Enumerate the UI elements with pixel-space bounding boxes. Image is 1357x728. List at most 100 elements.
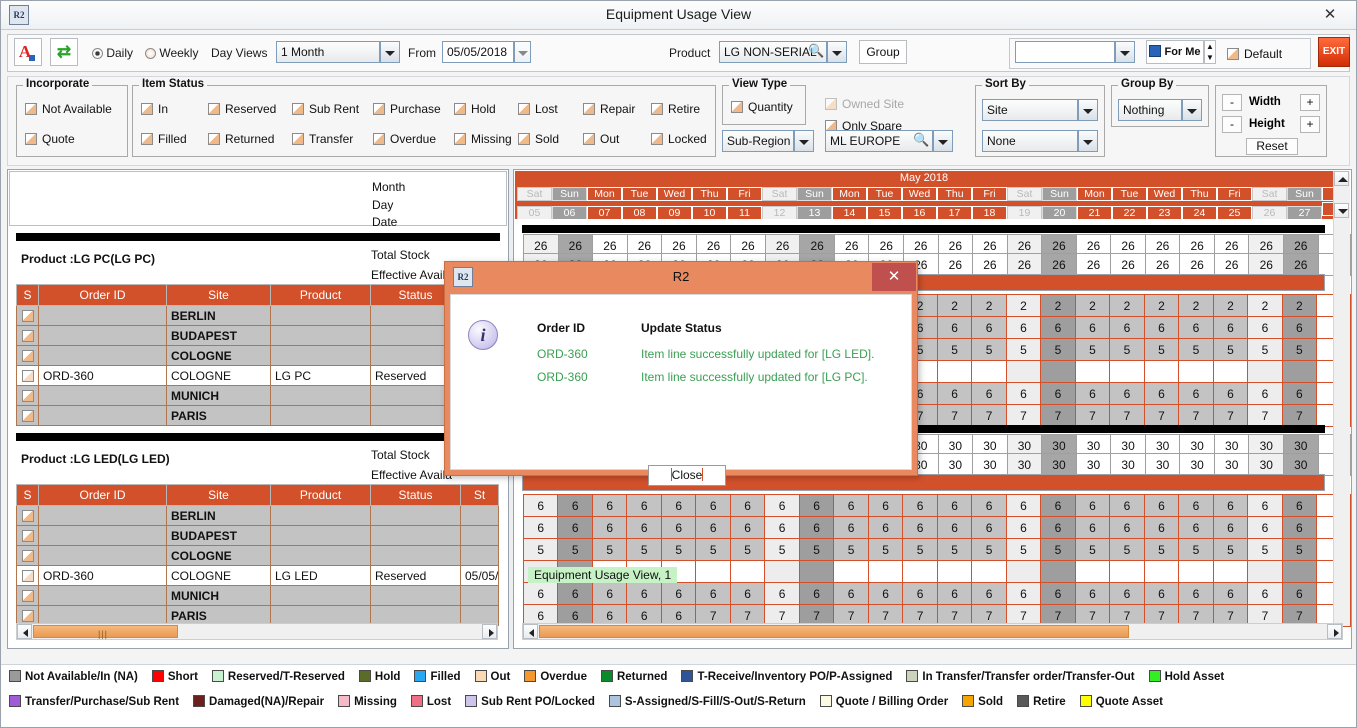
timeline-cell[interactable]: 26: [695, 234, 732, 257]
checkbox-retire[interactable]: Retire: [651, 102, 700, 116]
day-views-select-arrow[interactable]: [380, 41, 400, 63]
refresh-button[interactable]: ⇄: [50, 38, 78, 66]
checkbox-quantity[interactable]: Quantity: [731, 100, 793, 114]
timeline-cell[interactable]: [1212, 560, 1249, 583]
timeline-cell[interactable]: 26: [764, 234, 801, 257]
col-status[interactable]: Status: [370, 284, 461, 306]
row-select-checkbox[interactable]: [16, 365, 39, 386]
table-row[interactable]: MUNICH: [16, 385, 499, 406]
timeline-cell[interactable]: 26: [1179, 253, 1215, 276]
timeline-cell[interactable]: [695, 560, 731, 583]
timeline-cell[interactable]: 7: [1005, 604, 1042, 627]
timeline-cell[interactable]: 6: [1247, 316, 1283, 339]
timeline-cell[interactable]: [1281, 560, 1318, 583]
timeline-cell[interactable]: 6: [1281, 316, 1318, 339]
timeline-cell[interactable]: 26: [523, 234, 559, 257]
calendar-date-cell[interactable]: 20: [1042, 206, 1077, 219]
timeline-cell[interactable]: 5: [1040, 338, 1076, 361]
layout-select-arrow[interactable]: [1115, 41, 1135, 63]
weekly-radio[interactable]: Weekly: [145, 46, 198, 60]
left-pane-hscrollbar[interactable]: |||: [16, 623, 498, 640]
calendar-date-cell[interactable]: 22: [1112, 206, 1147, 219]
timeline-cell[interactable]: 6: [936, 582, 973, 605]
timeline-cell[interactable]: 26: [1248, 234, 1285, 257]
timeline-cell[interactable]: 6: [764, 582, 800, 605]
timeline-cell[interactable]: 6: [1040, 316, 1076, 339]
product-search-icon[interactable]: 🔍: [808, 43, 825, 58]
calendar-date-cell[interactable]: 19: [1007, 206, 1042, 219]
timeline-cell[interactable]: 6: [971, 516, 1007, 539]
timeline-cell[interactable]: 30: [1041, 434, 1077, 457]
site-region-select-arrow[interactable]: [933, 130, 953, 152]
row-select-checkbox[interactable]: [16, 305, 39, 326]
timeline-cell[interactable]: 6: [522, 494, 559, 517]
sub-region-select-arrow[interactable]: [794, 130, 814, 152]
timeline-cell[interactable]: 30: [1283, 453, 1319, 476]
timeline-cell[interactable]: 30: [1110, 453, 1146, 476]
timeline-cell[interactable]: [1040, 560, 1076, 583]
checkbox-retire-box[interactable]: [651, 103, 663, 115]
timeline-cell[interactable]: 7: [1247, 404, 1283, 427]
timeline-cell[interactable]: 26: [1110, 234, 1146, 257]
timeline-cell[interactable]: [798, 560, 835, 583]
timeline-cell[interactable]: 26: [937, 234, 974, 257]
timeline-cell[interactable]: 30: [1041, 453, 1077, 476]
timeline-cell[interactable]: 7: [1074, 404, 1111, 427]
timeline-cell[interactable]: 7: [1212, 604, 1249, 627]
timeline-cell[interactable]: 6: [557, 582, 593, 605]
timeline-cell[interactable]: 6: [1109, 582, 1145, 605]
timeline-cell[interactable]: 6: [591, 582, 628, 605]
timeline-cell[interactable]: 30: [1006, 434, 1043, 457]
calendar-date-cell[interactable]: 25: [1217, 206, 1252, 219]
hscroll-right-button-r[interactable]: [1327, 624, 1342, 639]
col-s[interactable]: S: [16, 284, 39, 306]
checkbox-overdue[interactable]: Overdue: [373, 132, 436, 146]
timeline-cell[interactable]: 6: [660, 516, 697, 539]
row-select-checkbox[interactable]: [16, 345, 39, 366]
table-row[interactable]: COLOGNE: [16, 345, 499, 366]
table-row[interactable]: COLOGNE: [16, 545, 499, 566]
timeline-cell[interactable]: 6: [1281, 494, 1318, 517]
timeline-cell[interactable]: 26: [730, 234, 766, 257]
timeline-cell[interactable]: 5: [1178, 538, 1214, 561]
checkbox-locked-box[interactable]: [651, 133, 663, 145]
day-views-select-value[interactable]: 1 Month: [276, 41, 380, 63]
timeline-cell[interactable]: 7: [1178, 404, 1214, 427]
checkbox-filled[interactable]: Filled: [141, 132, 187, 146]
timeline-cell[interactable]: 6: [522, 516, 559, 539]
table-row[interactable]: MUNICH: [16, 585, 499, 606]
timeline-cell[interactable]: 26: [1213, 253, 1250, 276]
timeline-cell[interactable]: 6: [660, 494, 697, 517]
checkbox-in[interactable]: In: [141, 102, 168, 116]
timeline-cell[interactable]: 2: [1040, 294, 1076, 317]
calendar-date-cell[interactable]: 17: [937, 206, 972, 219]
checkbox-sub-rent[interactable]: Sub Rent: [292, 102, 359, 116]
timeline-cell[interactable]: 6: [1247, 516, 1283, 539]
timeline-cell[interactable]: 5: [1109, 538, 1145, 561]
timeline-cell[interactable]: 5: [1005, 538, 1042, 561]
timeline-cell[interactable]: 30: [972, 434, 1008, 457]
calendar-date-cell[interactable]: 11: [727, 206, 762, 219]
timeline-cell[interactable]: 6: [1212, 516, 1249, 539]
hscroll-thumb-r[interactable]: [539, 625, 1129, 638]
timeline-cell[interactable]: 6: [1074, 582, 1111, 605]
timeline-cell[interactable]: 30: [937, 453, 974, 476]
timeline-cell[interactable]: [729, 560, 766, 583]
timeline-cell[interactable]: 6: [833, 494, 869, 517]
timeline-cell[interactable]: 6: [695, 516, 731, 539]
hscroll-right-button[interactable]: [482, 624, 497, 639]
calendar-date-row[interactable]: 05 06 07 08 09 10 11 12 13 14 15 16 17 18 19 20 21 22 23 24…: [517, 202, 1333, 219]
checkbox-lost[interactable]: Lost: [518, 102, 558, 116]
timeline-cell[interactable]: [833, 560, 869, 583]
col-s[interactable]: S: [16, 484, 39, 506]
timeline-cell[interactable]: 5: [867, 538, 904, 561]
calendar-date-cell[interactable]: 09: [657, 206, 692, 219]
site-region-input[interactable]: ML EUROPE: [825, 130, 933, 152]
timeline-cell[interactable]: 7: [1040, 604, 1076, 627]
timeline-cell[interactable]: 6: [1074, 494, 1111, 517]
table-row[interactable]: BERLIN: [16, 505, 499, 526]
default-checkbox[interactable]: Default: [1227, 47, 1282, 61]
right-pane-vscrollbar[interactable]: [1333, 171, 1350, 626]
timeline-cell[interactable]: 6: [1212, 494, 1249, 517]
timeline-cell[interactable]: 26: [1041, 253, 1077, 276]
